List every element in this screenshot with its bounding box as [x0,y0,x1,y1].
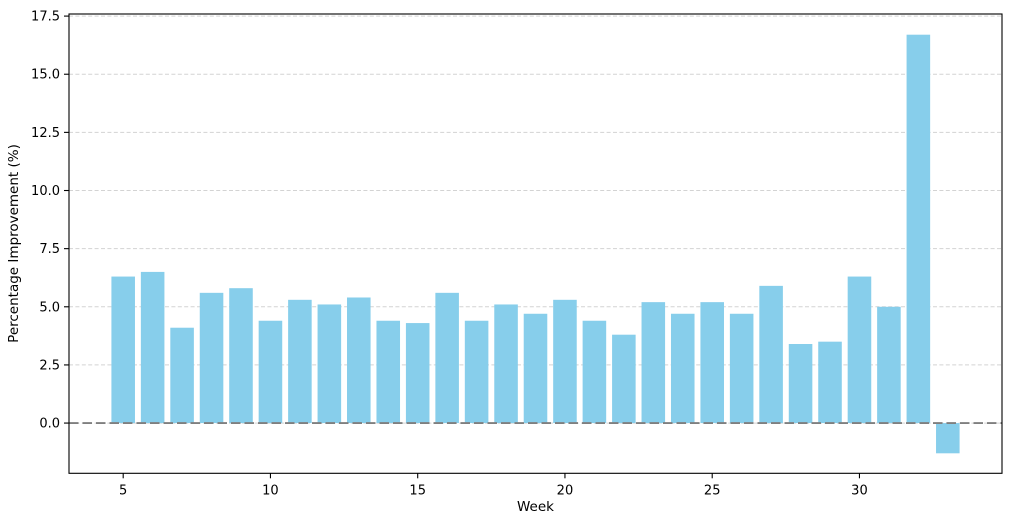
y-tick-label: 5.0 [39,300,60,315]
bar [906,34,931,424]
bar [729,313,754,424]
x-tick-label: 5 [119,483,127,498]
bar [170,327,194,424]
x-axis-label: Week [517,499,554,515]
bar [788,343,813,424]
y-axis-label: Percentage Improvement (%) [6,144,22,343]
y-tick-label: 12.5 [31,126,60,141]
bar [258,320,283,424]
bar [641,302,666,424]
bar [759,285,783,424]
y-tick-label: 0.0 [39,417,60,432]
bar [670,313,695,424]
bar [405,323,430,424]
bar [435,292,459,424]
bar [553,299,577,424]
x-tick-label: 30 [851,483,868,498]
bar [818,341,842,424]
bar [700,302,724,424]
x-tick-label: 25 [704,483,721,498]
y-tick-label: 15.0 [31,68,60,83]
bar [229,288,253,424]
bar [347,297,371,424]
plot-area: 5 10 15 20 25 30 0.0 2.5 5.0 7.5 10.0 12.5 15.0 17.5 [31,10,1003,498]
bar [523,313,548,424]
bar [317,304,342,424]
bar [111,276,135,424]
bar [877,306,901,424]
bar [494,304,518,424]
bar [288,299,312,424]
bar [936,423,960,454]
bar [582,320,607,424]
y-tick-label: 10.0 [31,184,60,199]
plot-border [68,13,1003,474]
y-tick-label: 7.5 [39,242,60,257]
x-tick-label: 10 [262,483,279,498]
x-tick-label: 20 [557,483,574,498]
y-tick-label: 2.5 [39,358,60,373]
bar [199,292,224,424]
x-tick-label: 15 [409,483,426,498]
bar [140,271,165,424]
bar [612,334,636,424]
bar [847,276,872,424]
bar [464,320,489,424]
bar [376,320,401,424]
y-tick-label: 17.5 [31,10,60,25]
